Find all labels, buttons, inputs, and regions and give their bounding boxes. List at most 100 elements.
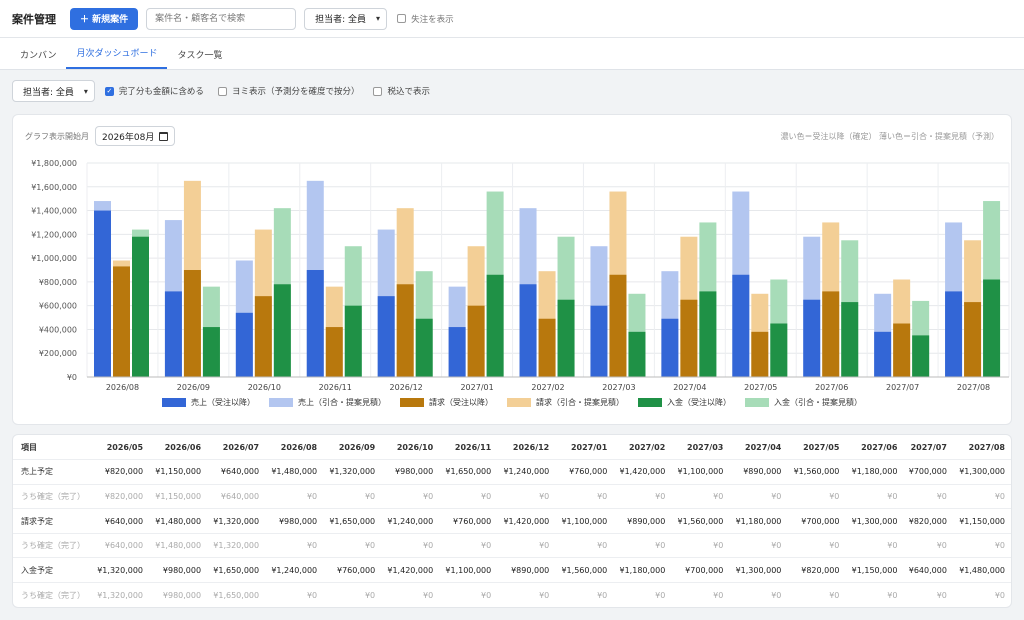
table-cell: ¥0 (655, 541, 666, 551)
assignee-select-header[interactable]: 担当者: 全員 ▾ (304, 7, 388, 30)
row-label: 入金予定 (21, 565, 53, 575)
table-cell: ¥0 (994, 590, 1005, 600)
checkbox-icon (397, 14, 407, 23)
table-cell: ¥640,000 (908, 565, 947, 575)
table-cell: ¥700,000 (801, 516, 840, 526)
bar-入金-confirmed (983, 279, 1001, 377)
tab-kanban[interactable]: カンバン (20, 51, 57, 61)
table-cell: ¥0 (539, 590, 550, 600)
table-cell: ¥0 (936, 541, 947, 551)
table-cell: ¥0 (713, 590, 724, 600)
table-cell: ¥1,560,000 (561, 565, 608, 575)
table-cell: ¥640,000 (104, 541, 144, 551)
y-tick-label: ¥1,200,000 (31, 230, 77, 239)
chart-legend: 売上（受注以降） 売上（引合・提案見積） 請求（受注以降） 請求（引合・提案見積） 入金… (13, 397, 1011, 408)
tax-checkbox[interactable]: 税込で表示 (373, 85, 430, 97)
legend-item[interactable]: 売上（受注以降） (162, 397, 255, 408)
table-cell: ¥0 (306, 491, 318, 501)
legend-label: 請求（受注以降） (429, 398, 493, 407)
include-completed-checkbox[interactable]: ✓ 完了分も金額に含める (104, 85, 204, 97)
search-input[interactable] (146, 7, 297, 30)
bar-chart: ¥0 ¥200,000 ¥400,000 ¥600,000 ¥800,000 ¥1,000… (31, 159, 1010, 392)
table-cell: ¥0 (481, 590, 492, 600)
table-cell: ¥640,000 (220, 467, 260, 477)
bar-請求-confirmed (113, 266, 130, 377)
table-cell: ¥1,650,000 (445, 467, 492, 477)
table-row: 請求予定 ¥640,000 ¥1,480,000 ¥1,320,000 ¥980,000… (13, 508, 1011, 534)
table-cell: ¥0 (771, 491, 782, 501)
table-cell: ¥0 (655, 491, 666, 501)
header-month: 2027/06 (861, 442, 898, 452)
yomi-checkbox[interactable]: ヨミ表示（予測分を確度で按分） (217, 85, 360, 97)
table-cell: ¥1,100,000 (677, 467, 724, 477)
legend-item[interactable]: 入金（受注以降） (638, 397, 731, 408)
header-month: 2026/09 (338, 442, 376, 452)
color-note: 濃い色＝受注以降（確定） 薄い色＝引合・提案見積（予測） (780, 131, 999, 141)
bar-入金-confirmed (770, 323, 788, 377)
start-month-value: 2026年08月 (102, 132, 155, 143)
header-month: 2027/04 (745, 442, 782, 452)
table-row: うち確定（完了） ¥1,320,000 ¥980,000 ¥1,650,000 ¥0 ¥0… (13, 582, 1011, 607)
top-bar: 案件管理 ＋ 新規案件 担当者: 全員 ▾ 失注を表示 (0, 0, 1024, 38)
legend-label: 入金（受注以降） (667, 398, 731, 407)
row-label: うち確定（完了） (21, 541, 85, 551)
row-label: 売上予定 (21, 467, 53, 477)
bar-請求-confirmed (680, 299, 698, 377)
tab-task-list[interactable]: タスク一覧 (177, 51, 223, 61)
y-tick-label: ¥800,000 (39, 278, 77, 287)
show-lost-checkbox[interactable]: 失注を表示 (397, 13, 454, 25)
table-cell: ¥0 (597, 491, 608, 501)
header-month: 2026/10 (396, 442, 434, 452)
table-row: うち確定（完了） ¥640,000 ¥1,480,000 ¥1,320,000 ¥0 ¥0… (13, 533, 1011, 558)
table-cell: ¥820,000 (104, 467, 144, 477)
table-cell: ¥820,000 (104, 491, 144, 501)
table-cell: ¥1,180,000 (735, 516, 782, 526)
table-cell: ¥1,480,000 (959, 565, 1005, 575)
bar-入金-confirmed (273, 284, 291, 377)
table-cell: ¥1,320,000 (97, 565, 144, 575)
legend-swatch (400, 398, 424, 407)
x-tick-label: 2027/05 (744, 383, 777, 392)
x-tick-label: 2027/01 (460, 383, 493, 392)
table-cell: ¥1,150,000 (155, 467, 202, 477)
assignee-select-filter[interactable]: 担当者: 全員 ▾ (12, 80, 95, 102)
y-tick-label: ¥1,400,000 (31, 207, 77, 216)
table-cell: ¥0 (829, 491, 840, 501)
legend-swatch (507, 398, 531, 407)
legend-swatch (269, 398, 293, 407)
checkbox-icon (373, 86, 383, 96)
legend-item[interactable]: 入金（引合・提案見積） (745, 397, 862, 408)
bar-請求-confirmed (964, 302, 982, 377)
x-tick-label: 2027/03 (602, 383, 635, 392)
table-cell: ¥1,150,000 (959, 516, 1005, 526)
table-cell: ¥980,000 (162, 590, 202, 600)
bar-請求-confirmed (467, 305, 485, 377)
legend-label: 入金（引合・提案見積） (774, 398, 862, 407)
table-cell: ¥820,000 (908, 516, 947, 526)
include-completed-label: 完了分も金額に含める (118, 87, 204, 97)
bar-請求-confirmed (893, 323, 911, 377)
table-cell: ¥0 (481, 491, 492, 501)
assignee-select-value: 担当者: 全員 (315, 15, 367, 25)
tab-monthly-dashboard[interactable]: 月次ダッシュボード (66, 46, 168, 69)
x-tick-label: 2027/04 (673, 383, 706, 392)
bar-売上-confirmed (803, 299, 821, 377)
legend-item[interactable]: 請求（受注以降） (400, 397, 493, 408)
bar-請求-confirmed (396, 284, 414, 377)
legend-item[interactable]: 売上（引合・提案見積） (269, 397, 386, 408)
table-cell: ¥1,650,000 (213, 565, 260, 575)
table-cell: ¥1,320,000 (97, 590, 144, 600)
table-cell: ¥0 (887, 491, 898, 501)
legend-label: 売上（引合・提案見積） (298, 398, 386, 407)
new-project-button[interactable]: ＋ 新規案件 (70, 7, 139, 30)
start-month-input[interactable]: 2026年08月 (95, 126, 176, 146)
bar-入金-confirmed (486, 274, 504, 377)
table-cell: ¥0 (829, 590, 840, 600)
table-cell: ¥0 (771, 590, 782, 600)
legend-item[interactable]: 請求（引合・提案見積） (507, 397, 624, 408)
table-cell: ¥0 (994, 541, 1005, 551)
y-tick-label: ¥200,000 (39, 349, 77, 358)
table-cell: ¥980,000 (278, 516, 318, 526)
yomi-label: ヨミ表示（予測分を確度で按分） (231, 87, 360, 97)
bar-入金-confirmed (841, 302, 859, 377)
